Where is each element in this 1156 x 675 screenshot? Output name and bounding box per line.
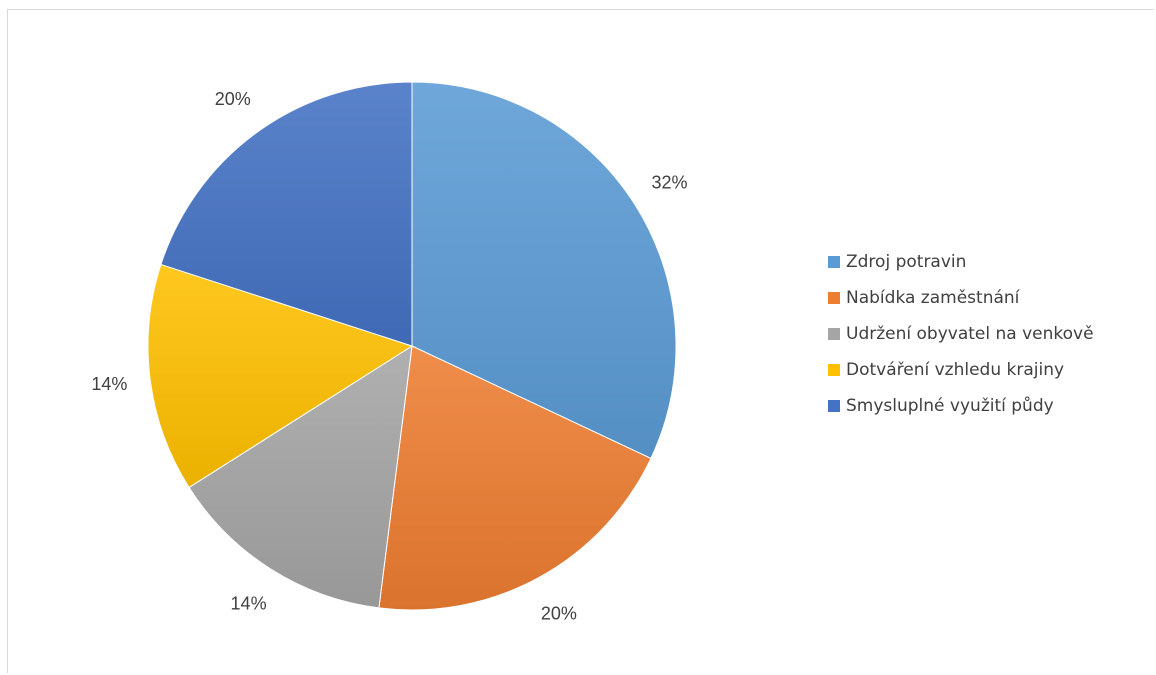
legend-swatch bbox=[828, 328, 840, 340]
pie-slice bbox=[378, 345, 652, 611]
pie-slice bbox=[188, 345, 413, 609]
legend-item: Smysluplné využití půdy bbox=[828, 388, 1094, 424]
legend-label: Smysluplné využití půdy bbox=[846, 396, 1054, 416]
legend-item: Dotváření vzhledu krajiny bbox=[828, 352, 1094, 388]
slice-value-label: 14% bbox=[231, 594, 267, 614]
legend-swatch bbox=[828, 400, 840, 412]
legend-label: Nabídka zaměstnání bbox=[846, 288, 1020, 308]
slice-value-label: 20% bbox=[541, 603, 577, 623]
chart-legend: Zdroj potravin Nabídka zaměstnání Udržení … bbox=[828, 244, 1094, 424]
legend-swatch bbox=[828, 256, 840, 268]
legend-label: Udržení obyvatel na venkově bbox=[846, 324, 1094, 344]
legend-label: Dotváření vzhledu krajiny bbox=[846, 360, 1065, 380]
slice-value-label: 20% bbox=[215, 89, 251, 109]
chart-area bbox=[7, 9, 1154, 673]
legend-item: Nabídka zaměstnání bbox=[828, 280, 1094, 316]
slice-value-label: 14% bbox=[91, 374, 127, 394]
legend-swatch bbox=[828, 364, 840, 376]
pie-slice bbox=[160, 81, 413, 347]
legend-item: Udržení obyvatel na venkově bbox=[828, 316, 1094, 352]
pie-slice bbox=[411, 81, 677, 460]
legend-item: Zdroj potravin bbox=[828, 244, 1094, 280]
slice-value-label: 32% bbox=[652, 173, 688, 193]
pie-slice bbox=[147, 263, 414, 489]
legend-label: Zdroj potravin bbox=[846, 252, 967, 272]
legend-swatch bbox=[828, 292, 840, 304]
